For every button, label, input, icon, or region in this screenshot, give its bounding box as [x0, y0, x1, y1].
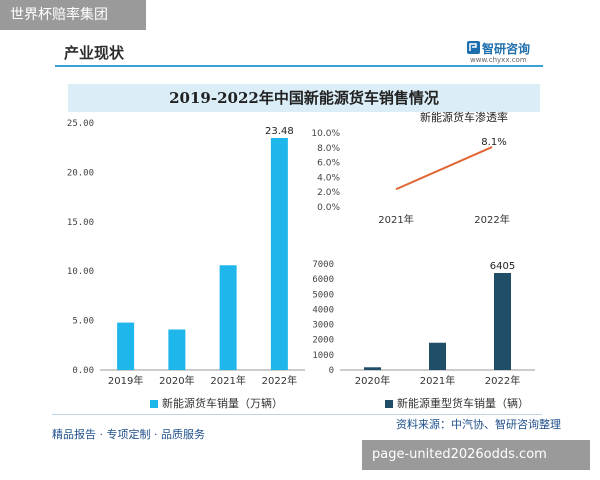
y-tick-label: 0.0% [317, 203, 340, 213]
x-tick-label: 2022年 [262, 374, 297, 387]
logo-icon [467, 41, 480, 54]
y-tick-label: 7000 [312, 260, 334, 270]
data-label: 6405 [490, 261, 515, 272]
footer-divider [52, 414, 542, 415]
y-tick-label: 10.0% [311, 129, 340, 139]
bar [494, 273, 511, 370]
x-tick-label: 2019年 [108, 374, 143, 387]
y-tick-label: 4000 [312, 305, 334, 315]
y-tick-label: 0 [329, 366, 334, 376]
footer-source: 资料来源：中汽协、智研咨询整理 [396, 418, 561, 431]
legend-left-label: 新能源货车销量（万辆） [162, 397, 283, 410]
legend-right: 新能源重型货车销量（辆） [385, 395, 529, 411]
legend-left: 新能源货车销量（万辆） [150, 395, 283, 411]
x-tick-label: 2021年 [378, 213, 413, 226]
x-tick-label: 2022年 [485, 374, 520, 387]
y-tick-label: 20.00 [67, 168, 94, 178]
y-tick-label: 0.00 [72, 366, 94, 376]
y-tick-label: 3000 [312, 321, 334, 331]
legend-right-label: 新能源重型货车销量（辆） [397, 397, 529, 410]
legend-swatch-light [150, 400, 158, 408]
y-tick-label: 5000 [312, 290, 334, 300]
x-tick-label: 2020年 [355, 374, 390, 387]
y-tick-label: 10.00 [67, 267, 94, 277]
overlay-top-label: 世界杯赔率集团 [0, 0, 146, 30]
y-tick-label: 6.0% [317, 159, 340, 169]
line-chart-title: 新能源货车渗透率 [420, 110, 508, 124]
bar [219, 265, 237, 370]
y-tick-label: 25.00 [67, 119, 94, 129]
y-tick-label: 1000 [312, 351, 334, 361]
logo-url: www.chyxx.com [470, 56, 527, 64]
y-tick-label: 2.0% [317, 188, 340, 198]
bar [429, 342, 446, 370]
y-tick-label: 8.0% [317, 144, 340, 154]
data-label: 23.48 [265, 126, 294, 137]
y-tick-label: 4.0% [317, 173, 340, 183]
left-bar-chart: 0.00 5.00 10.00 15.00 20.00 25.00 2019年 2020年 20… [67, 119, 305, 387]
y-tick-label: 2000 [312, 336, 334, 346]
overlay-bottom-label: page-united2026odds.com [362, 440, 590, 470]
bar [270, 138, 288, 370]
x-tick-label: 2021年 [420, 374, 455, 387]
x-tick-label: 2022年 [474, 213, 509, 226]
series-line [395, 146, 493, 191]
chart-banner-title: 2019-2022年中国新能源货车销售情况 [68, 84, 540, 112]
bar [364, 367, 381, 370]
penetration-line-chart: 0.0% 2.0% 4.0% 6.0% 8.0% 10.0% 2021年 2022年 8.1% 新… [311, 110, 509, 226]
legend-swatch-dark [385, 400, 393, 408]
y-tick-label: 15.00 [67, 218, 94, 228]
logo-name: 智研咨询 [482, 42, 531, 56]
section-title: 产业现状 [64, 44, 125, 62]
data-label: 8.1% [481, 137, 506, 148]
bar [168, 329, 186, 370]
y-tick-label: 5.00 [72, 317, 94, 327]
bar [117, 322, 135, 370]
y-tick-label: 6000 [312, 275, 334, 285]
heavy-truck-bar-chart: 0 1000 2000 3000 4000 5000 6000 7000 2020年 2021年 2… [312, 260, 535, 387]
footer-tagline: 精品报告 · 专项定制 · 品质服务 [52, 428, 205, 441]
header-divider [55, 65, 543, 67]
x-tick-label: 2021年 [210, 374, 245, 387]
x-tick-label: 2020年 [159, 374, 194, 387]
